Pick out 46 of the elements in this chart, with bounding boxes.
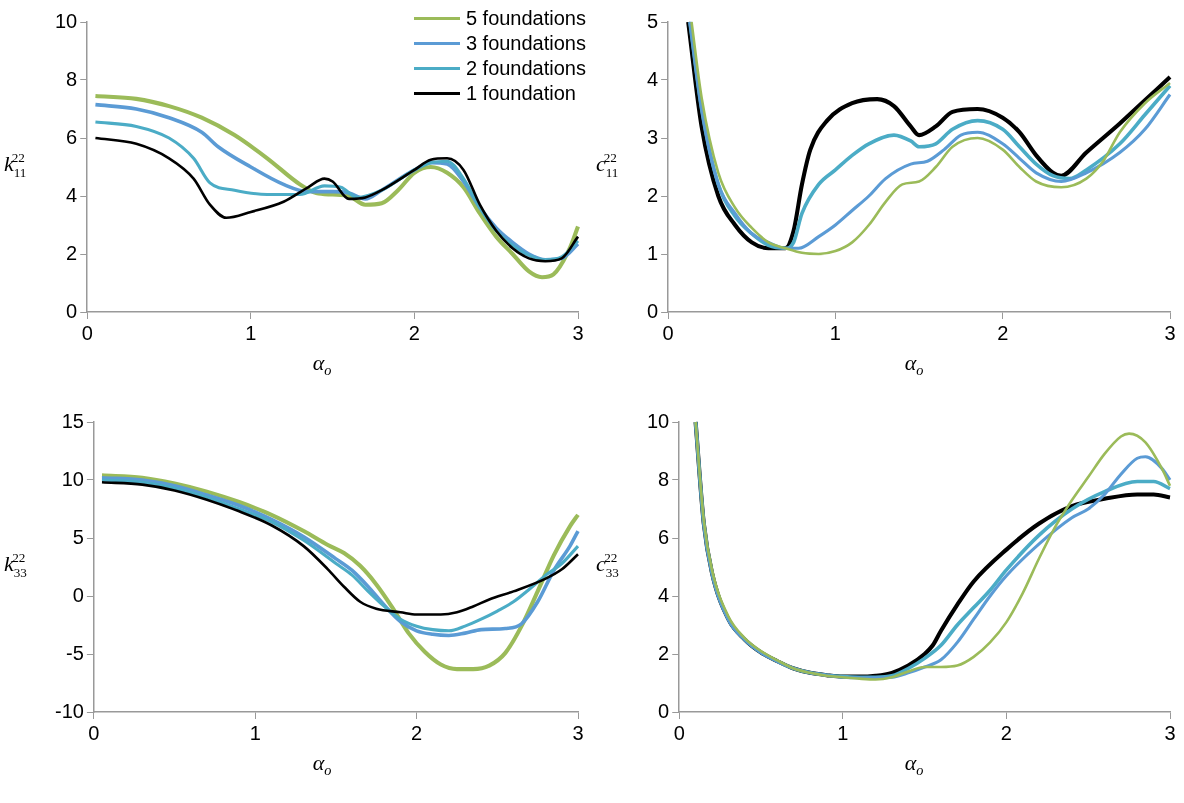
x-tick-label: 2 (411, 721, 423, 744)
x-axis-title: α$_{o}$ (903, 350, 925, 380)
x-tick-label: 2 (997, 321, 1009, 344)
x-tick-label: 3 (1164, 721, 1176, 744)
y-tick-label: 3 (647, 125, 659, 148)
x-tick-label: 1 (829, 321, 841, 344)
x-axis-title: α$_{o}$ (311, 350, 333, 380)
y-tick-label: 2 (66, 241, 78, 264)
x-axis-title: α$_{o}$ (311, 750, 333, 780)
y-tick-label: 5 (647, 9, 659, 32)
legend-label: 3 foundations (465, 31, 586, 56)
y-tick-label: 4 (658, 583, 670, 606)
y-tick-label: 0 (658, 699, 670, 722)
y-tick-label: 6 (66, 125, 78, 148)
x-tick-label: 0 (673, 721, 685, 744)
y-tick-label: 5 (72, 525, 84, 548)
legend-label: 1 foundation (465, 81, 576, 106)
y-tick-label: 0 (72, 583, 84, 606)
y-tick-label: 2 (658, 641, 670, 664)
y-tick-label: 4 (647, 67, 659, 90)
x-tick-label: 3 (572, 321, 584, 344)
legend-label: 2 foundations (465, 56, 586, 81)
y-tick-label: 8 (658, 467, 670, 490)
y-tick-label: 2 (647, 183, 659, 206)
x-tick-label: 2 (1000, 721, 1012, 744)
x-tick-label: 1 (245, 321, 257, 344)
x-tick-label: 2 (408, 321, 420, 344)
y-tick-label: 10 (61, 467, 84, 490)
y-tick-label: 10 (55, 9, 78, 32)
y-tick-label: 6 (658, 525, 670, 548)
x-tick-label: 3 (1164, 321, 1176, 344)
y-tick-label: 8 (66, 67, 78, 90)
x-tick-label: 1 (249, 721, 261, 744)
y-tick-label: -10 (55, 699, 84, 722)
y-tick-label: 0 (66, 299, 78, 322)
y-tick-label: 0 (647, 299, 659, 322)
x-tick-label: 3 (572, 721, 584, 744)
x-tick-label: 0 (88, 721, 100, 744)
y-tick-label: 1 (647, 241, 659, 264)
legend-label: 5 foundations (465, 6, 586, 31)
y-tick-label: -5 (66, 641, 84, 664)
y-tick-label: 4 (66, 183, 78, 206)
x-tick-label: 1 (837, 721, 849, 744)
x-axis-title: α$_{o}$ (903, 750, 925, 780)
y-tick-label: 10 (647, 409, 670, 432)
y-tick-label: 15 (61, 409, 84, 432)
